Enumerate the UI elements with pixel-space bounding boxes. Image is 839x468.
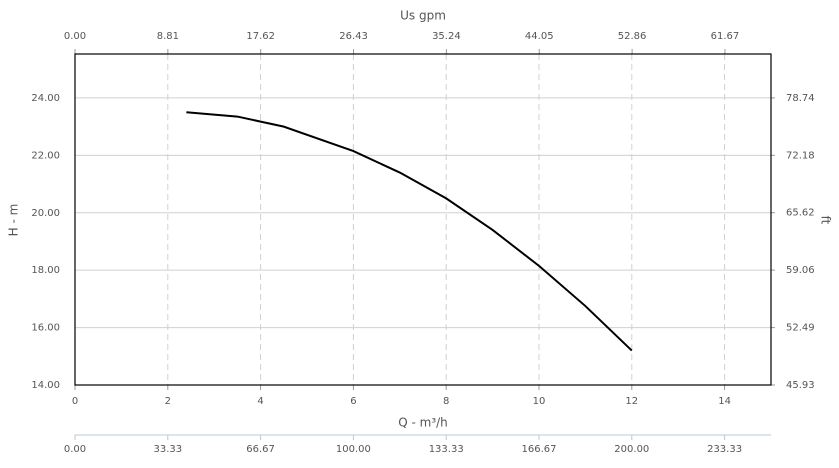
top-axis-title: Us gpm bbox=[400, 9, 446, 23]
x2-tick-label: 8.81 bbox=[157, 31, 179, 42]
x2-tick-label: 52.86 bbox=[618, 31, 647, 42]
y2-tick-label: 65.62 bbox=[786, 208, 815, 219]
y-tick-label: 14.00 bbox=[31, 380, 60, 391]
y-tick-label: 22.00 bbox=[31, 150, 60, 161]
y2-tick-label: 52.49 bbox=[786, 323, 815, 334]
x-tick-label: 14 bbox=[718, 396, 731, 407]
y-tick-label: 18.00 bbox=[31, 265, 60, 276]
y2-tick-label: 72.18 bbox=[786, 150, 815, 161]
x3-tick-label: 33.33 bbox=[153, 444, 182, 455]
x2-tick-label: 44.05 bbox=[525, 31, 554, 42]
x2-tick-label: 26.43 bbox=[339, 31, 368, 42]
y-tick-label: 24.00 bbox=[31, 93, 60, 104]
x-tick-label: 4 bbox=[257, 396, 263, 407]
x-tick-label: 0 bbox=[72, 396, 78, 407]
plot-border bbox=[74, 53, 772, 386]
y-tick-label: 16.00 bbox=[31, 323, 60, 334]
x-axis-title: Q - m³/h bbox=[398, 416, 448, 430]
x3-tick-label: 233.33 bbox=[707, 444, 742, 455]
x3-tick-label: 100.00 bbox=[336, 444, 371, 455]
x-tick-label: 10 bbox=[533, 396, 546, 407]
x3-tick-label: 200.00 bbox=[614, 444, 649, 455]
x3-tick-label: 66.67 bbox=[246, 444, 275, 455]
y2-axis-title: ft bbox=[819, 216, 833, 225]
y2-tick-label: 45.93 bbox=[786, 380, 815, 391]
x2-tick-label: 0.00 bbox=[64, 31, 86, 42]
x-tick-label: 2 bbox=[165, 396, 171, 407]
x-tick-label: 12 bbox=[625, 396, 638, 407]
y2-tick-label: 78.74 bbox=[786, 93, 815, 104]
y-tick-label: 20.00 bbox=[31, 208, 60, 219]
y-axis-title: H - m bbox=[7, 204, 21, 237]
x3-tick-label: 133.33 bbox=[429, 444, 464, 455]
curve bbox=[186, 111, 633, 352]
x2-tick-label: 35.24 bbox=[432, 31, 461, 42]
x3-tick-label: 166.67 bbox=[522, 444, 557, 455]
x2-tick-label: 17.62 bbox=[246, 31, 275, 42]
x3-tick-label: 0.00 bbox=[64, 444, 86, 455]
x-tick-label: 6 bbox=[350, 396, 356, 407]
y2-tick-label: 59.06 bbox=[786, 265, 815, 276]
x-tick-label: 8 bbox=[443, 396, 449, 407]
x2-tick-label: 61.67 bbox=[711, 31, 740, 42]
